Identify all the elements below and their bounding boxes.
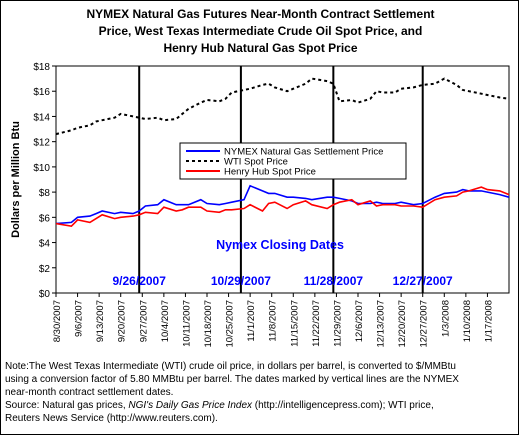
chart-title: NYMEX Natural Gas Futures Near-Month Con… bbox=[0, 6, 521, 57]
x-tick-label: 1/10/2008 bbox=[462, 300, 473, 342]
x-tick-label: 12/13/2007 bbox=[376, 300, 387, 348]
legend-label: WTI Spot Price bbox=[224, 157, 288, 168]
annotations: 9/26/2007 10/29/2007 11/28/2007 12/27/2007 N… bbox=[113, 238, 454, 288]
wti-series-line bbox=[55, 77, 510, 136]
x-tick-label: 10/25/2007 bbox=[225, 300, 236, 348]
closing-date-label: 11/28/2007 bbox=[304, 274, 364, 288]
x-tick-label: 12/6/2007 bbox=[354, 300, 365, 342]
closing-date-label: 12/27/2007 bbox=[393, 274, 453, 288]
note-line-5: Reuters News Service (http://www.reuters… bbox=[5, 413, 218, 424]
y-axis-label: Dollars per Million Btu bbox=[10, 121, 22, 238]
x-tick-label: 9/27/2007 bbox=[138, 300, 149, 342]
x-tick-label: 1/3/2008 bbox=[440, 300, 451, 337]
x-tick-label: 11/15/2007 bbox=[289, 300, 300, 347]
closing-date-label: 9/26/2007 bbox=[113, 274, 167, 288]
closing-dates-title: Nymex Closing Dates bbox=[216, 238, 344, 252]
x-tick-label: 11/22/2007 bbox=[311, 300, 322, 347]
x-tick-label: 9/13/2007 bbox=[95, 300, 106, 342]
title-line-1: NYMEX Natural Gas Futures Near-Month Con… bbox=[86, 7, 435, 21]
x-tick-label: 12/20/2007 bbox=[397, 300, 408, 348]
y-tick-label: $10 bbox=[33, 163, 50, 174]
y-tick-label: $16 bbox=[33, 87, 50, 98]
note-source-line: Source: Natural gas prices, NGI's Daily … bbox=[5, 399, 517, 412]
y-tick-label: $8 bbox=[39, 188, 51, 199]
chart-svg: $0 $2 $4 $6 $8 $10 $12 $14 $16 $18 Dollars per Mil… bbox=[10, 62, 510, 348]
x-tick-label: 9/6/2007 bbox=[74, 300, 85, 337]
x-tick-label: 11/1/2007 bbox=[246, 300, 257, 342]
title-line-3: Henry Hub Natural Gas Spot Price bbox=[163, 41, 358, 55]
x-tick-label: 8/30/2007 bbox=[52, 300, 63, 342]
x-tick-label: 9/20/2007 bbox=[117, 300, 128, 342]
axes: $0 $2 $4 $6 $8 $10 $12 $14 $16 $18 Dollars per Mil… bbox=[10, 62, 510, 348]
nymex-series-line bbox=[55, 184, 510, 225]
series-layer bbox=[55, 77, 510, 228]
y-tick-label: $0 bbox=[39, 289, 51, 300]
y-tick-label: $12 bbox=[33, 138, 50, 149]
x-tick-label: 11/8/2007 bbox=[268, 300, 279, 342]
source-prefix: Source: Natural gas prices, bbox=[5, 400, 129, 411]
y-tick-label: $4 bbox=[39, 239, 51, 250]
henry-hub-series-line bbox=[55, 186, 510, 228]
plot-area bbox=[55, 65, 510, 294]
title-line-2: Price, West Texas Intermediate Crude Oil… bbox=[98, 24, 423, 38]
note-line-3: near-month contract settlement dates. bbox=[5, 387, 174, 398]
source-suffix: (http://intelligencepress.com); WTI pric… bbox=[252, 400, 434, 411]
x-tick-label: 1/17/2008 bbox=[483, 300, 494, 342]
source-italic: NGI's Daily Gas Price Index bbox=[128, 400, 253, 411]
y-tick-label: $6 bbox=[39, 213, 51, 224]
note-line-1: Note:The West Texas Intermediate (WTI) c… bbox=[5, 361, 456, 372]
note-block: Note:The West Texas Intermediate (WTI) c… bbox=[5, 360, 517, 425]
x-tick-label: 11/29/2007 bbox=[332, 300, 343, 347]
legend-label: Henry Hub Spot Price bbox=[224, 167, 316, 178]
y-tick-label: $14 bbox=[33, 112, 50, 123]
x-tick-label: 10/18/2007 bbox=[203, 300, 214, 348]
x-tick-label: 10/11/2007 bbox=[181, 300, 192, 347]
legend-label: NYMEX Natural Gas Settlement Price bbox=[224, 147, 383, 158]
x-tick-label: 10/4/2007 bbox=[160, 300, 171, 342]
x-tick-label: 12/27/2007 bbox=[419, 300, 430, 348]
y-tick-label: $18 bbox=[33, 62, 50, 73]
y-tick-label: $2 bbox=[39, 264, 51, 275]
note-line-2: using a conversion factor of 5.80 MMBtu … bbox=[5, 374, 459, 385]
closing-date-label: 10/29/2007 bbox=[211, 274, 271, 288]
